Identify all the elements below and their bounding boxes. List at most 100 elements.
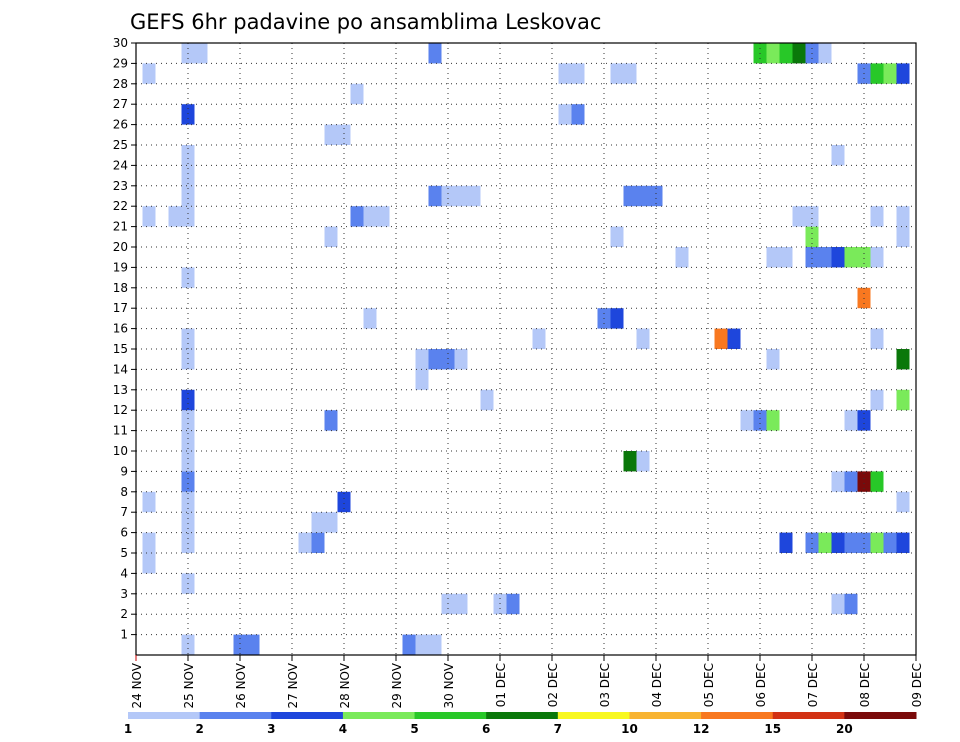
heat-cell xyxy=(324,512,338,533)
y-tick-label: 19 xyxy=(113,260,128,274)
heat-cell xyxy=(337,491,351,513)
heat-cell xyxy=(805,206,819,227)
heat-cell xyxy=(428,43,442,64)
heat-cell xyxy=(467,185,481,207)
heat-cell xyxy=(727,328,741,349)
x-tick-label: 25 NOV xyxy=(182,662,196,708)
heat-cell xyxy=(623,451,637,472)
x-tick-label: 06 DEC xyxy=(754,663,768,707)
heat-cell xyxy=(142,491,156,513)
heat-cell xyxy=(805,532,819,553)
heat-cell xyxy=(831,593,845,615)
heat-cell xyxy=(454,349,468,370)
heat-cell xyxy=(740,410,754,431)
y-tick-label: 5 xyxy=(120,546,128,560)
heat-cell xyxy=(181,349,195,370)
heatmap-cells xyxy=(142,43,910,655)
heat-cell xyxy=(870,532,884,553)
heat-cell xyxy=(246,634,260,655)
y-tick-label: 9 xyxy=(120,464,128,478)
heat-cell xyxy=(363,308,377,329)
heat-cell xyxy=(415,369,429,390)
colorbar-segment xyxy=(701,712,774,719)
heat-cell xyxy=(766,349,780,370)
y-tick-label: 18 xyxy=(113,281,128,295)
heat-cell xyxy=(792,206,806,227)
heat-cell xyxy=(896,389,910,411)
heat-cell xyxy=(168,206,182,227)
heat-cell xyxy=(532,328,546,349)
colorbar-segment xyxy=(629,712,702,719)
y-tick-label: 24 xyxy=(113,158,128,172)
heat-cell xyxy=(311,532,325,553)
heat-cell xyxy=(415,634,429,655)
heat-cell xyxy=(792,43,806,64)
colorbar-label: 20 xyxy=(836,722,853,736)
heat-cell xyxy=(181,634,195,655)
heat-cell xyxy=(805,226,819,247)
heat-cell xyxy=(350,206,364,227)
colorbar-label: 2 xyxy=(195,722,203,736)
heat-cell xyxy=(558,104,572,125)
y-tick-label: 20 xyxy=(113,240,128,254)
heat-cell xyxy=(376,206,390,227)
y-tick-label: 15 xyxy=(113,342,128,356)
heat-cell xyxy=(766,410,780,431)
heat-cell xyxy=(181,389,195,411)
x-tick-label: 05 DEC xyxy=(702,663,716,707)
y-tick-label: 16 xyxy=(113,322,128,336)
x-tick-label: 29 NOV xyxy=(390,662,404,708)
heat-cell xyxy=(857,532,871,553)
heat-cell xyxy=(896,206,910,227)
heat-cell xyxy=(558,63,572,84)
heat-cell xyxy=(181,471,195,492)
heat-cell xyxy=(181,532,195,553)
heat-cell xyxy=(805,247,819,268)
y-tick-label: 6 xyxy=(120,526,128,540)
heat-cell xyxy=(818,247,832,268)
heat-cell xyxy=(181,451,195,472)
heat-cell xyxy=(896,63,910,84)
heat-cell xyxy=(233,634,247,655)
heat-cell xyxy=(766,43,780,64)
y-tick-label: 4 xyxy=(120,566,128,580)
y-tick-label: 23 xyxy=(113,179,128,193)
heat-cell xyxy=(181,165,195,186)
x-axis: 24 NOV 25 NOV 26 NOV 27 NOV 28 NOV 29 NOV 30 N… xyxy=(130,655,924,709)
y-tick-label: 27 xyxy=(113,97,128,111)
x-tick-label: 08 DEC xyxy=(858,663,872,707)
heat-cell xyxy=(896,349,910,370)
x-tick-label: 02 DEC xyxy=(546,663,560,707)
heat-cell xyxy=(181,267,195,288)
heat-cell xyxy=(428,349,442,370)
grid-lines xyxy=(136,43,916,655)
heat-cell xyxy=(883,532,897,553)
heat-cell xyxy=(480,389,494,411)
heat-cell xyxy=(324,226,338,247)
heat-cell xyxy=(415,349,429,370)
colorbar-label: 10 xyxy=(621,722,638,736)
heat-cell xyxy=(844,593,858,615)
heat-cell xyxy=(142,532,156,553)
heat-cell xyxy=(675,247,689,268)
heat-cell xyxy=(870,63,884,84)
heat-cell xyxy=(441,185,455,207)
heat-cell xyxy=(324,124,338,145)
heat-cell xyxy=(818,43,832,64)
heat-cell xyxy=(181,185,195,207)
heat-cell xyxy=(649,185,663,207)
colorbar-segment xyxy=(128,712,201,719)
colorbar-segment xyxy=(271,712,344,719)
heat-cell xyxy=(181,430,195,451)
heat-cell xyxy=(831,247,845,268)
heat-cell xyxy=(428,634,442,655)
heat-cell xyxy=(142,206,156,227)
heat-cell xyxy=(181,206,195,227)
heat-cell xyxy=(402,634,416,655)
y-tick-label: 7 xyxy=(120,505,128,519)
y-tick-label: 25 xyxy=(113,138,128,152)
heat-cell xyxy=(298,532,312,553)
colorbar-segment xyxy=(772,712,845,719)
heat-cell xyxy=(870,389,884,411)
heat-cell xyxy=(350,83,364,105)
